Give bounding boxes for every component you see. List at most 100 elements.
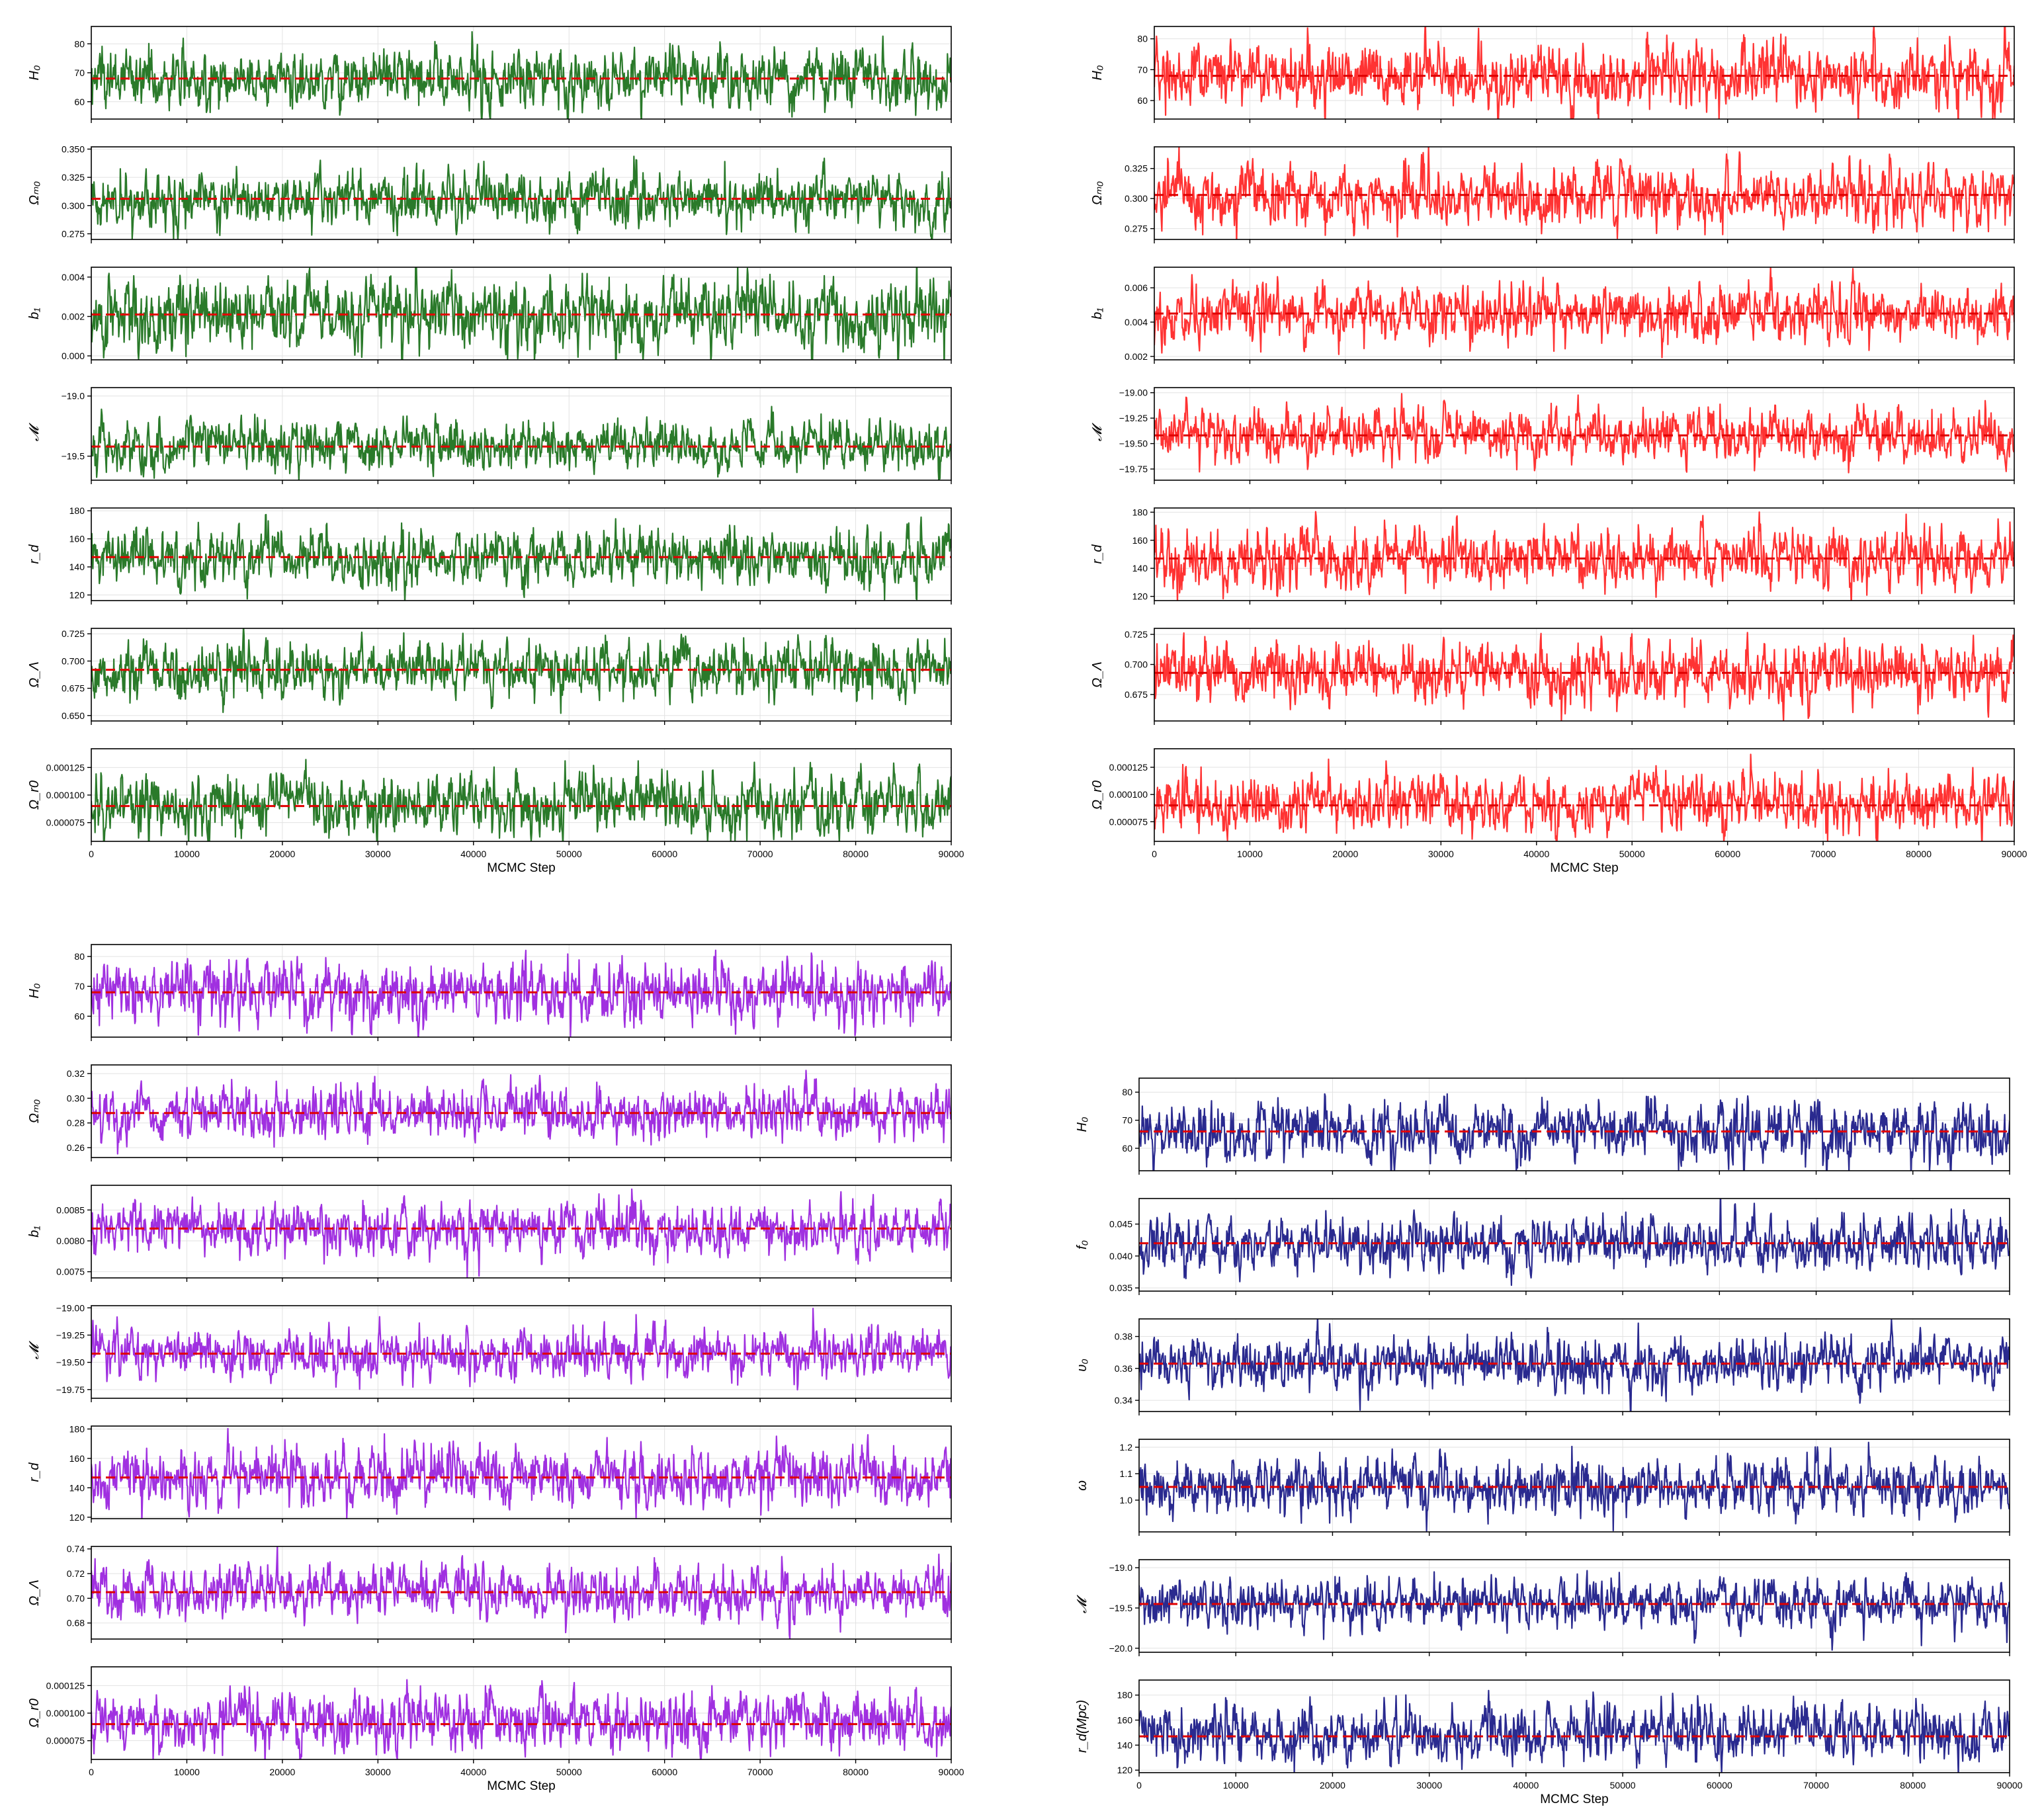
- x-tick-label: 10000: [174, 1767, 200, 1777]
- x-tick-label: 90000: [939, 1767, 964, 1777]
- x-tick-label: 30000: [365, 849, 391, 859]
- y-axis-label: Ω_r0: [27, 1699, 42, 1728]
- y-tick-label: 80: [74, 951, 85, 962]
- y-tick-label: −19.50: [56, 1357, 85, 1368]
- panel-1-7: 0.000075 0.000100 0.000125 Ω_r0 0 10000 20000 3…: [27, 748, 964, 875]
- y-tick-label: 120: [69, 1512, 85, 1523]
- y-tick-label: 70: [1122, 1115, 1132, 1126]
- panel-4-5: −20.0 −19.5 −19.0 𝓜: [1075, 1559, 2010, 1656]
- panel-frame: [1138, 1439, 2010, 1533]
- panel-frame: [91, 146, 952, 240]
- y-axis-label: H₀: [27, 65, 42, 81]
- chart-group-3: 607080H₀0.260.280.300.32Ωₘ₀0.00750.00800…: [27, 944, 964, 1793]
- y-axis-label: Ω_r0: [27, 780, 42, 810]
- y-tick-label: 0.675: [1125, 689, 1148, 700]
- x-tick-label: 10000: [1223, 1780, 1249, 1791]
- y-tick-label: 0.34: [1115, 1395, 1132, 1406]
- y-axis-label: f₀: [1075, 1240, 1089, 1249]
- chart-group-1: 607080H₀0.2750.3000.3250.350Ωₘ₀0.0000.00…: [27, 26, 964, 875]
- y-tick-label: 0.0080: [56, 1236, 85, 1246]
- y-tick-label: 60: [74, 97, 85, 107]
- x-axis-label: MCMC Step: [1540, 1792, 1608, 1806]
- y-tick-label: 80: [1122, 1087, 1132, 1097]
- trace-line: [91, 30, 951, 119]
- x-tick-label: 60000: [1715, 849, 1740, 859]
- x-tick-label: 30000: [365, 1767, 391, 1777]
- panel-1-2: 0.275 0.300 0.325 0.350 Ωₘ₀: [27, 144, 952, 243]
- y-tick-label: 70: [74, 981, 85, 991]
- y-axis-label: H₀: [1075, 1117, 1089, 1132]
- y-axis-label: Ω_Λ: [27, 661, 42, 688]
- trace-line: [1154, 147, 2014, 239]
- y-tick-label: 0.0085: [56, 1204, 85, 1215]
- panel-2-3: 0.002 0.004 0.006 b₁: [1090, 267, 2015, 364]
- y-tick-label: 140: [69, 1482, 85, 1493]
- y-tick-label: 60: [74, 1011, 85, 1021]
- x-tick-label: 20000: [1320, 1780, 1345, 1791]
- y-tick-label: −19.75: [1119, 464, 1148, 474]
- y-tick-label: 0.350: [62, 144, 85, 154]
- y-tick-label: 70: [74, 67, 85, 78]
- chart-group-4: 60 70 80 H₀ 0.035 0.040 0.045 f₀ 0.34 0.36 0.38 υ₀ 1…: [1075, 1077, 2023, 1806]
- y-axis-label: r_d(Mpc): [1075, 1700, 1089, 1753]
- panel-frame: [91, 628, 952, 722]
- panel-4-3: 0.34 0.36 0.38 υ₀: [1075, 1318, 2010, 1415]
- panel-frame: [91, 944, 952, 1038]
- x-tick-label: 50000: [1610, 1780, 1636, 1791]
- y-tick-label: 0.38: [1115, 1331, 1132, 1342]
- y-tick-label: 0.000075: [46, 818, 85, 828]
- y-tick-label: −20.0: [1109, 1643, 1133, 1654]
- panel-frame: [91, 1546, 952, 1640]
- y-axis-label: Ωₘ₀: [1090, 181, 1105, 205]
- x-tick-label: 60000: [652, 1767, 677, 1777]
- y-tick-label: 0.700: [1125, 659, 1148, 670]
- chart-group-2: 607080H₀0.2750.3000.325Ωₘ₀0.0020.0040.00…: [1090, 26, 2027, 875]
- panel-1-4: −19.5 −19.0 𝓜: [27, 387, 952, 484]
- y-axis-label: ω: [1075, 1480, 1089, 1491]
- panel-1-3: 0.000 0.002 0.004 b₁: [27, 267, 952, 364]
- x-tick-label: 60000: [652, 849, 677, 859]
- panel-3-1: 60 70 80 H₀: [27, 944, 952, 1041]
- panel-4-2: 0.035 0.040 0.045 f₀: [1075, 1198, 2010, 1295]
- x-tick-label: 70000: [1803, 1780, 1829, 1791]
- y-tick-label: 0.74: [67, 1544, 85, 1554]
- y-tick-label: 60: [1122, 1143, 1132, 1154]
- y-tick-label: 180: [1117, 1690, 1133, 1701]
- x-axis-label: MCMC Step: [487, 861, 555, 875]
- trace-line: [1154, 511, 2014, 601]
- y-axis-label: r_d: [27, 544, 42, 564]
- y-tick-label: 0.275: [62, 228, 85, 239]
- y-tick-label: 0.000: [62, 351, 85, 361]
- trace-line: [1139, 1441, 2010, 1532]
- y-tick-label: 120: [1132, 591, 1148, 602]
- panel-1-5: 120 140 160 180 r_d: [27, 505, 952, 605]
- panel-frame: [1154, 507, 2015, 601]
- trace-line: [91, 155, 951, 239]
- x-tick-label: 80000: [1906, 849, 1932, 859]
- trace-line: [91, 628, 951, 714]
- trace-line: [91, 1546, 951, 1639]
- y-tick-label: 0.000100: [46, 790, 85, 800]
- y-tick-label: 0.0075: [56, 1267, 85, 1277]
- panel-2-2: 0.275 0.300 0.325 Ωₘ₀: [1090, 146, 2015, 243]
- panel-frame: [91, 1185, 952, 1279]
- y-tick-label: −19.25: [56, 1329, 85, 1340]
- y-tick-label: 80: [1137, 34, 1148, 44]
- y-tick-label: 0.30: [67, 1093, 85, 1103]
- panel-frame: [91, 507, 952, 601]
- y-tick-label: −19.25: [1119, 413, 1148, 423]
- x-tick-label: 40000: [460, 1767, 486, 1777]
- panel-3-2: 0.26 0.28 0.30 0.32 Ωₘ₀: [27, 1064, 952, 1161]
- y-tick-label: 160: [1132, 535, 1148, 546]
- y-tick-label: 70: [1137, 64, 1148, 75]
- y-tick-label: 0.650: [62, 710, 85, 721]
- x-tick-label: 40000: [1523, 849, 1549, 859]
- x-tick-label: 50000: [556, 849, 582, 859]
- trace-line: [91, 1308, 951, 1391]
- panel-frame: [91, 387, 952, 481]
- y-tick-label: 180: [69, 1423, 85, 1434]
- y-tick-label: 160: [1117, 1715, 1133, 1726]
- y-tick-label: 180: [69, 505, 85, 516]
- y-tick-label: −19.0: [62, 391, 85, 401]
- y-tick-label: 0.300: [1125, 193, 1148, 204]
